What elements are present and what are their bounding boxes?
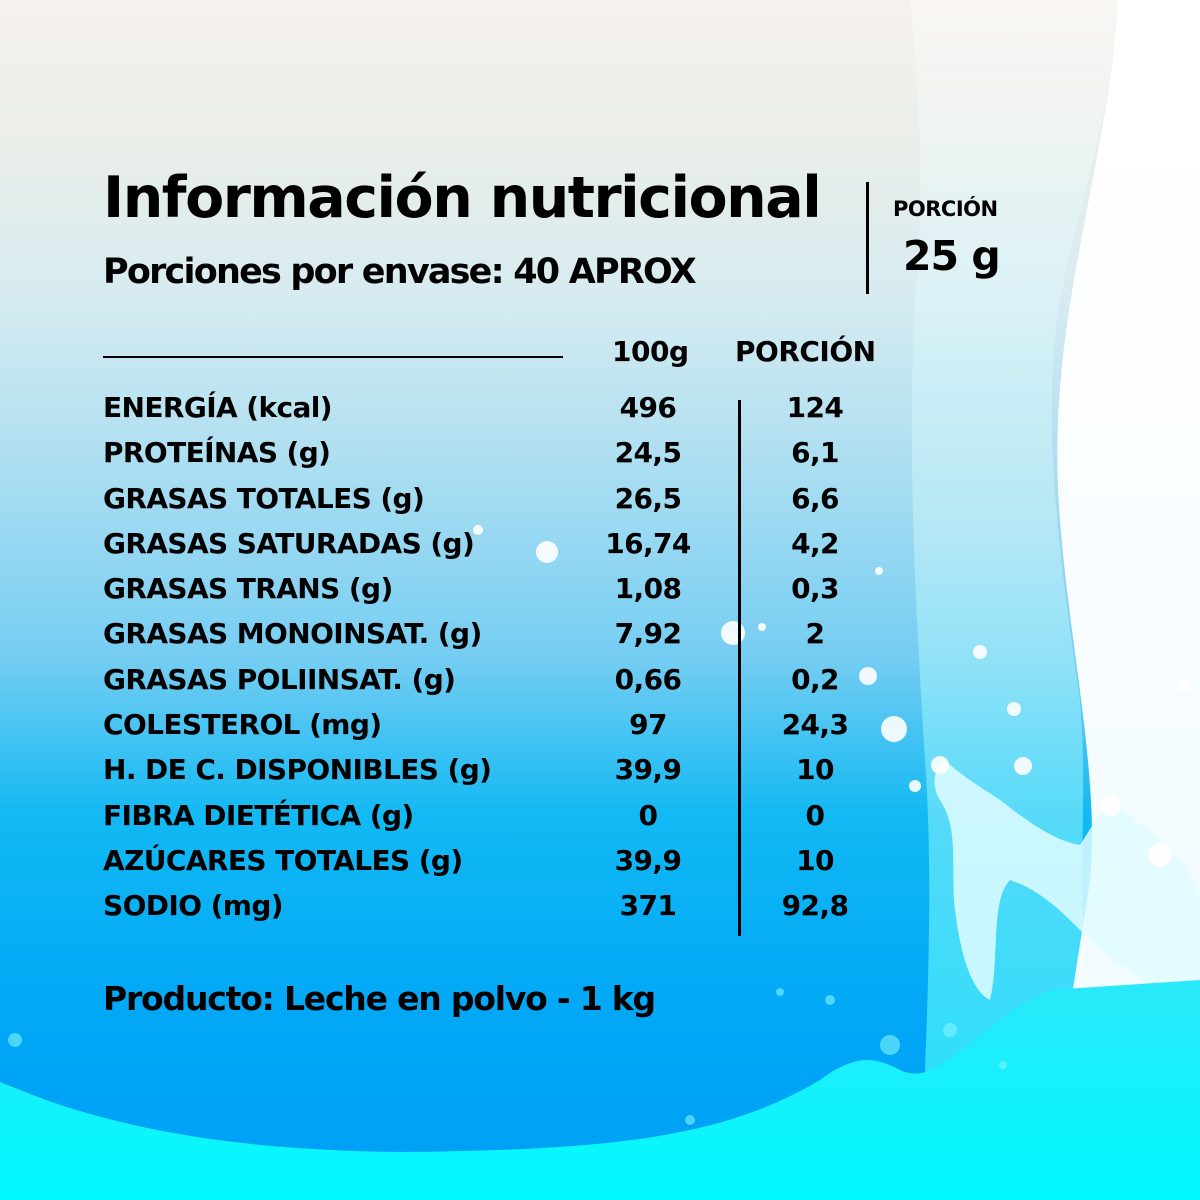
nutrient-label: H. DE C. DISPONIBLES (g) (103, 753, 492, 787)
value-per-portion: 0,2 (791, 662, 839, 696)
value-per-portion: 124 (786, 391, 844, 424)
value-per-portion: 10 (796, 753, 834, 787)
value-per-100g: 496 (619, 391, 677, 424)
value-per-100g: 0,66 (614, 662, 682, 696)
portion-size-label: PORCIÓN (893, 197, 998, 221)
table-row: GRASAS SATURADAS (g) 16,74 4,2 (103, 526, 903, 571)
nutrient-label: FIBRA DIETÉTICA (g) (103, 798, 414, 832)
value-per-100g: 1,08 (614, 572, 682, 606)
table-row: SODIO (mg) 371 92,8 (103, 888, 903, 933)
column-header-portion: PORCIÓN (735, 335, 876, 368)
value-per-100g: 39,9 (614, 843, 682, 877)
nutrient-label: PROTEÍNAS (g) (103, 436, 331, 470)
nutrient-label: COLESTEROL (mg) (103, 708, 382, 742)
nutrient-label: GRASAS SATURADAS (g) (103, 526, 475, 560)
value-per-portion: 2 (805, 617, 825, 651)
nutrient-label: GRASAS TRANS (g) (103, 572, 393, 606)
value-per-portion: 6,6 (791, 481, 839, 515)
nutrition-table: ENERGÍA (kcal) 496 124 PROTEÍNAS (g) 24,… (103, 390, 903, 934)
table-header-rule (103, 356, 563, 358)
column-divider (738, 400, 741, 936)
value-per-portion: 4,2 (791, 526, 839, 560)
nutrient-label: AZÚCARES TOTALES (g) (103, 843, 463, 877)
table-row: AZÚCARES TOTALES (g) 39,9 10 (103, 843, 903, 888)
value-per-100g: 26,5 (614, 481, 682, 515)
value-per-portion: 0 (805, 798, 825, 832)
table-row: GRASAS TRANS (g) 1,08 0,3 (103, 571, 903, 616)
value-per-100g: 7,92 (614, 617, 682, 651)
page-title: Información nutricional (103, 165, 822, 231)
nutrient-label: GRASAS TOTALES (g) (103, 481, 425, 515)
table-row: GRASAS TOTALES (g) 26,5 6,6 (103, 481, 903, 526)
servings-per-container: Porciones por envase: 40 APROX (103, 252, 697, 292)
table-row: H. DE C. DISPONIBLES (g) 39,9 10 (103, 752, 903, 797)
value-per-portion: 10 (796, 843, 834, 877)
table-row: ENERGÍA (kcal) 496 124 (103, 390, 903, 435)
value-per-100g: 24,5 (614, 436, 682, 470)
header-divider (866, 182, 869, 294)
value-per-100g: 97 (629, 708, 667, 742)
value-per-portion: 92,8 (781, 889, 849, 923)
nutrient-label: GRASAS POLIINSAT. (g) (103, 662, 456, 696)
value-per-100g: 39,9 (614, 753, 682, 787)
table-row: GRASAS MONOINSAT. (g) 7,92 2 (103, 616, 903, 661)
portion-size-value: 25 g (903, 232, 1001, 280)
value-per-portion: 24,3 (781, 708, 849, 742)
nutrient-label: GRASAS MONOINSAT. (g) (103, 617, 482, 651)
product-description: Producto: Leche en polvo - 1 kg (103, 979, 656, 1018)
value-per-100g: 16,74 (605, 526, 691, 560)
table-row: COLESTEROL (mg) 97 24,3 (103, 707, 903, 752)
value-per-portion: 6,1 (791, 436, 839, 470)
value-per-100g: 0 (638, 798, 658, 832)
column-header-100g: 100g (612, 335, 689, 368)
value-per-100g: 371 (619, 889, 677, 923)
nutrient-label: ENERGÍA (kcal) (103, 391, 333, 424)
table-row: PROTEÍNAS (g) 24,5 6,1 (103, 435, 903, 480)
table-row: FIBRA DIETÉTICA (g) 0 0 (103, 798, 903, 843)
nutrient-label: SODIO (mg) (103, 889, 284, 923)
value-per-portion: 0,3 (791, 572, 839, 606)
table-row: GRASAS POLIINSAT. (g) 0,66 0,2 (103, 662, 903, 707)
